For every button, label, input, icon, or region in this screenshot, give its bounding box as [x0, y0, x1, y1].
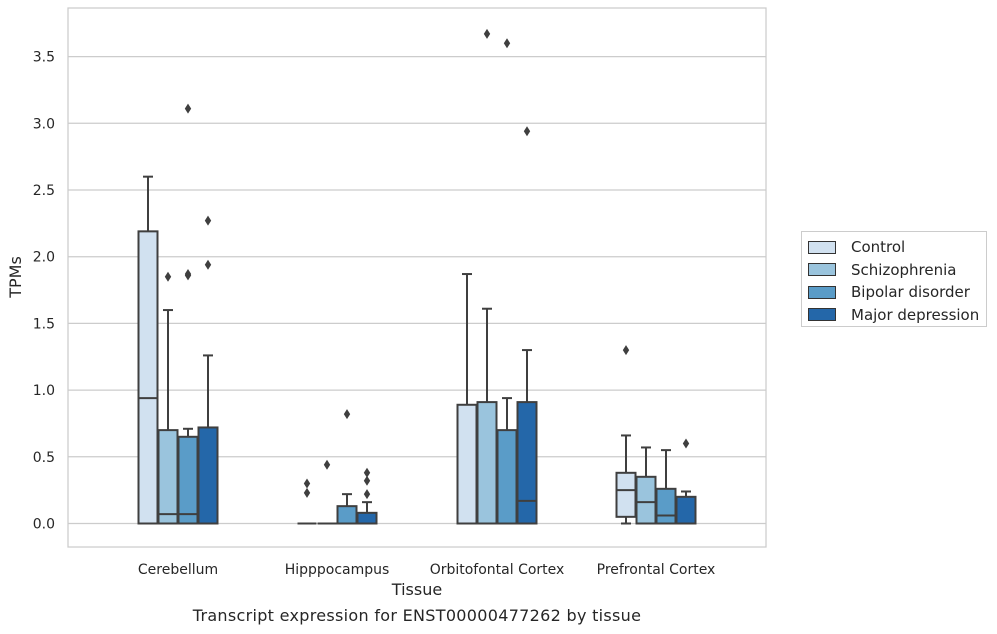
- y-tick-label: 3.0: [33, 116, 55, 132]
- box: [635, 446, 657, 525]
- outlier-point: [323, 459, 331, 470]
- x-tick-label: Cerebellum: [138, 562, 218, 578]
- box: [615, 345, 637, 525]
- box: [137, 175, 159, 525]
- legend-label: Schizophrenia: [851, 260, 957, 279]
- legend-item: Major depression: [808, 304, 986, 327]
- box-iqr: [655, 487, 677, 525]
- outlier-point: [363, 475, 371, 486]
- outlier-point: [164, 271, 172, 282]
- outlier-point: [483, 28, 491, 39]
- box: [157, 271, 179, 525]
- y-tick-label: 0.5: [33, 450, 55, 466]
- box: [317, 459, 337, 525]
- figure-caption: Transcript expression for ENST0000047726…: [192, 606, 642, 625]
- box: [496, 38, 518, 525]
- outlier-point: [204, 259, 212, 270]
- outlier-point: [503, 38, 511, 49]
- outlier-point: [343, 409, 351, 420]
- series-bipolar-disorder: [177, 38, 677, 525]
- legend-label: Bipolar disorder: [851, 283, 970, 302]
- box-iqr: [675, 495, 697, 525]
- legend-item: Schizophrenia: [808, 259, 986, 282]
- box-iqr: [476, 401, 498, 525]
- y-tick-label: 2.0: [33, 250, 55, 266]
- box-iqr: [496, 429, 518, 525]
- box: [197, 215, 219, 525]
- outlier-point: [303, 478, 311, 489]
- outlier-point: [363, 467, 371, 478]
- box-iqr: [137, 230, 159, 525]
- outlier-point: [523, 126, 531, 137]
- plot-area-frame: [67, 7, 767, 548]
- box-iqr: [197, 426, 219, 525]
- box-iqr: [635, 475, 657, 525]
- y-tick-label: 3.5: [33, 50, 55, 66]
- legend-swatch: [808, 285, 836, 299]
- outlier-point: [204, 215, 212, 226]
- legend-label: Major depression: [851, 305, 980, 324]
- box: [177, 103, 199, 525]
- legend-item: Control: [808, 236, 986, 259]
- x-axis-label: Tissue: [391, 580, 442, 599]
- outlier-point: [363, 489, 371, 500]
- y-tick-label: 1.0: [33, 383, 55, 399]
- x-tick-label: Hipppocampus: [285, 562, 390, 578]
- outlier-point: [184, 269, 192, 280]
- box-series: [137, 28, 697, 525]
- box: [516, 126, 538, 525]
- box: [675, 438, 697, 525]
- y-tick-label: 0.0: [33, 517, 55, 533]
- outlier-point: [303, 487, 311, 498]
- box-iqr: [615, 471, 637, 518]
- box: [356, 467, 378, 525]
- x-tick-label: Prefrontal Cortex: [597, 562, 716, 578]
- box-iqr: [336, 505, 358, 525]
- box-iqr: [356, 511, 378, 525]
- outlier-point: [622, 345, 630, 356]
- legend-swatch: [808, 308, 836, 322]
- y-axis-label: TPMs: [6, 256, 25, 299]
- outlier-point: [682, 438, 690, 449]
- x-tick-labels: Cerebellum Hipppocampus Orbitofontal Corte…: [138, 562, 715, 578]
- box-iqr: [456, 403, 478, 525]
- outlier-point: [184, 103, 192, 114]
- legend: Control Schizophrenia Bipolar disorder Majo…: [801, 231, 987, 327]
- box-iqr: [516, 401, 538, 525]
- series-control: [137, 175, 637, 525]
- legend-swatch: [808, 240, 836, 254]
- legend-item: Bipolar disorder: [808, 281, 986, 304]
- x-tick-label: Orbitofontal Cortex: [430, 562, 565, 578]
- box: [476, 28, 498, 525]
- box-iqr: [157, 429, 179, 525]
- box: [336, 409, 358, 525]
- series-schizophrenia: [157, 28, 657, 525]
- box-iqr: [177, 435, 199, 525]
- y-tick-labels: 0.0 0.5 1.0 1.5 2.0 2.5 3.0 3.5: [33, 50, 55, 533]
- y-tick-label: 1.5: [33, 316, 55, 332]
- y-tick-label: 2.5: [33, 183, 55, 199]
- legend-swatch: [808, 263, 836, 277]
- legend-label: Control: [851, 238, 906, 257]
- series-major-depression: [197, 126, 697, 525]
- box: [456, 273, 478, 525]
- box: [297, 478, 317, 525]
- box: [655, 449, 677, 525]
